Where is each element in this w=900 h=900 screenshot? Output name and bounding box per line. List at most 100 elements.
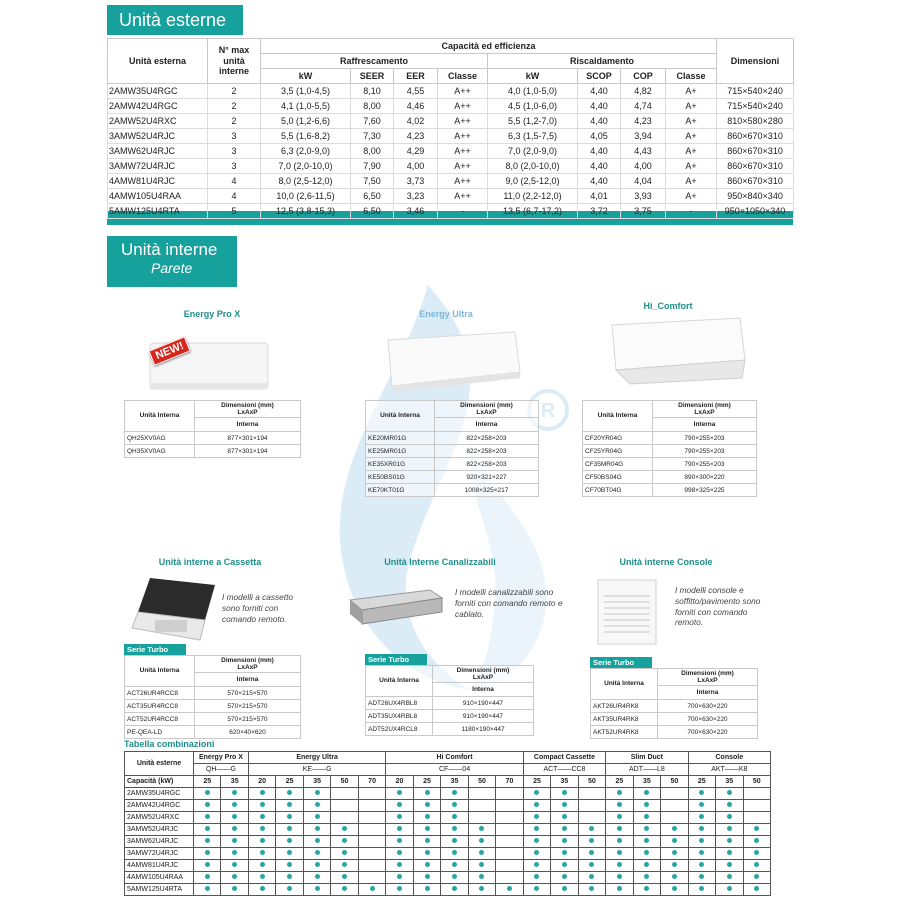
availability-dot (616, 862, 622, 867)
capacity-header: 50 (660, 775, 689, 788)
table-cell: CF20YR04G (582, 431, 653, 445)
combination-cell (660, 859, 689, 872)
table-cell: 8,00 (350, 98, 394, 114)
header-row: Unità Interna Dimensioni (mm) LxAxP (582, 399, 757, 432)
combination-cell (412, 883, 442, 896)
combination-cell (275, 883, 304, 896)
table-cell: 920×321×227 (434, 470, 539, 484)
table-row: PE-QEA-LD 620×40×620 (124, 725, 301, 739)
table-cell: 910×190×447 (432, 696, 534, 710)
combination-cell (330, 787, 359, 800)
availability-dot (671, 874, 677, 879)
capacity-header: 35 (440, 775, 469, 788)
combination-cell (550, 787, 579, 800)
table-cell: 860×670×310 (716, 158, 795, 174)
indoor-subtitle: Parete (151, 260, 193, 276)
combination-cell (220, 787, 249, 800)
table-row: AKT26UR4RK8 700×630×220 (590, 699, 758, 713)
capacity-header: 70 (495, 775, 524, 788)
table-cell: 10,0 (2,6-11,5) (260, 188, 351, 204)
availability-dot (397, 874, 403, 879)
combination-cell (495, 787, 524, 800)
table-cell: 3,94 (620, 128, 666, 144)
header-row: Unità Interna Dimensioni (mm) LxAxP (365, 664, 534, 697)
combination-cell (550, 835, 579, 848)
combination-cell (192, 871, 222, 884)
column-header: Capacità ed efficienza (259, 38, 718, 54)
table-row: 5AMW125U4RTA (124, 883, 772, 896)
header-row: Unità esterne Energy Pro X Energy Ultra Hi … (124, 751, 772, 776)
column-header-line: Dimensioni (mm) (678, 401, 731, 409)
table-cell: 4,05 (577, 128, 621, 144)
combination-cell (605, 835, 634, 848)
combination-cell (522, 799, 552, 812)
availability-dot (726, 862, 732, 867)
combination-cell (247, 835, 277, 848)
availability-dot (314, 790, 320, 795)
combination-cell (687, 847, 717, 860)
combination-cell (220, 871, 249, 884)
capacity-header: 25 (192, 775, 222, 788)
column-header: Interna (432, 682, 534, 697)
availability-dot (644, 850, 650, 855)
combination-cell (412, 799, 442, 812)
combination-cell (715, 799, 744, 812)
table-row: 3AMW52U4RJC 3 5,5 (1,6-8,2) 7,30 4,23 A++ 6,3 … (107, 128, 795, 144)
availability-dot (754, 826, 760, 831)
availability-dot (699, 838, 705, 843)
combination-cell (302, 799, 332, 812)
combination-cell (357, 847, 387, 860)
combination-cell (385, 823, 414, 836)
availability-dot (259, 838, 265, 843)
availability-dot (342, 838, 348, 843)
availability-dot (452, 790, 457, 795)
column-header: Riscaldamento (486, 53, 718, 69)
availability-dot (424, 874, 430, 879)
header-row: Unità esterna N° max unità interne Capacit… (107, 38, 795, 84)
column-header: Dimensioni (mm) LxAxP (194, 399, 301, 419)
combination-cell (412, 859, 442, 872)
column-header-line: LxAxP (237, 409, 258, 417)
availability-dot (671, 838, 677, 843)
combination-cell (467, 787, 497, 800)
availability-dot (754, 838, 760, 843)
row-header: 3AMW52U4RJC (124, 823, 194, 836)
combination-cell (632, 847, 662, 860)
combination-cell (495, 859, 524, 872)
combination-cell (605, 799, 634, 812)
combination-cell (192, 787, 222, 800)
combination-cell (330, 883, 359, 896)
table-cell: CF70BT04G (582, 483, 653, 497)
combination-cell (385, 787, 414, 800)
table-cell: 3 (207, 143, 261, 159)
availability-dot (259, 862, 265, 867)
combination-cell (412, 871, 442, 884)
availability-dot (452, 874, 457, 879)
availability-dot (699, 814, 705, 819)
dimensions-table: Unità Interna Dimensioni (mm) LxAxP Interna… (124, 399, 301, 458)
table-cell: 8,0 (2,5-12,0) (260, 173, 351, 189)
availability-dot (397, 886, 403, 891)
availability-dot (314, 814, 320, 819)
combination-cell (495, 883, 524, 896)
combination-cell (275, 847, 304, 860)
group-code: ADT——L8 (605, 763, 689, 776)
availability-dot (726, 814, 732, 819)
table-row: ADT26UX4RBL8 910×190×447 (365, 696, 534, 710)
column-header: Interna (194, 672, 301, 687)
table-row: KE50BS01G 920×321×227 (365, 470, 539, 484)
availability-dot (616, 886, 622, 891)
availability-dot (259, 814, 265, 819)
combination-cell (550, 811, 579, 824)
combination-cell (385, 799, 414, 812)
availability-dot (561, 802, 567, 807)
table-cell: 4,00 (393, 158, 438, 174)
availability-dot (397, 802, 403, 807)
availability-dot (259, 790, 265, 795)
table-cell: CF25YR04G (582, 444, 653, 458)
column-header: N° max unità interne (207, 38, 261, 84)
combination-cell (660, 823, 689, 836)
column-header: Dimensioni (mm) LxAxP (434, 399, 539, 419)
product-title: Energy Ultra (419, 309, 473, 319)
table-cell: ADT52UX4RCL8 (365, 722, 433, 736)
